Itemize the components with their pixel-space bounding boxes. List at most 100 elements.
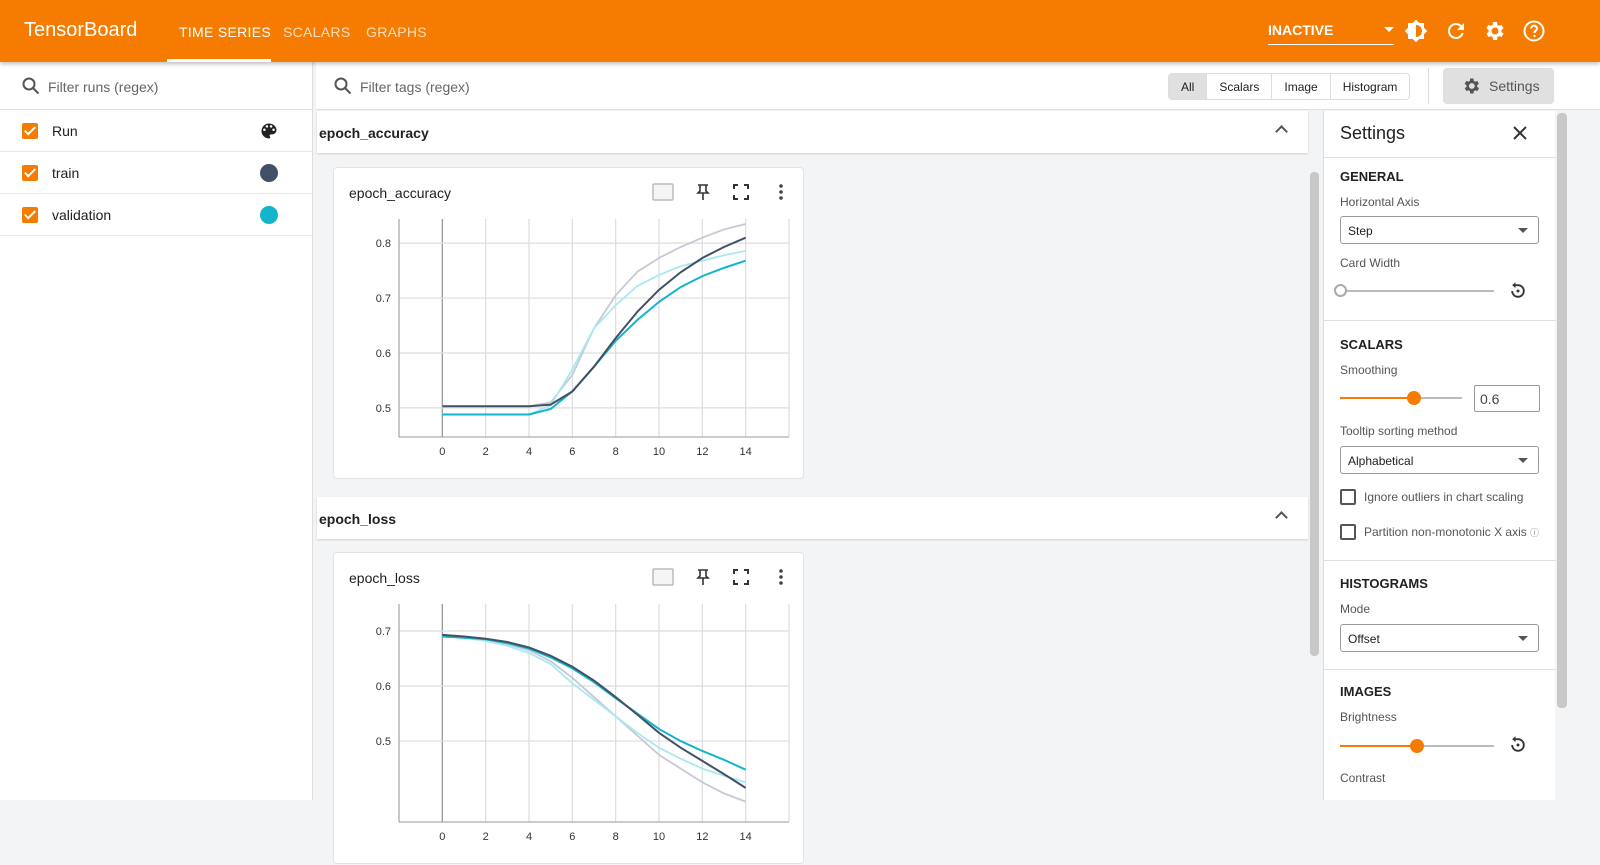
settings-gear-icon[interactable] bbox=[1482, 19, 1506, 43]
type-all-button[interactable]: All bbox=[1169, 74, 1208, 99]
run-color-swatch[interactable] bbox=[260, 206, 278, 224]
y-tick-label: 0.7 bbox=[376, 293, 391, 305]
run-column-label: Run bbox=[52, 123, 78, 139]
x-tick-label: 0 bbox=[439, 446, 445, 458]
reset-icon[interactable] bbox=[1508, 735, 1528, 755]
search-icon bbox=[22, 77, 40, 95]
y-tick-label: 0.5 bbox=[376, 736, 391, 748]
run-row-validation[interactable]: validation bbox=[0, 194, 312, 236]
y-tick-label: 0.6 bbox=[376, 681, 391, 693]
smoothing-thumb[interactable] bbox=[1407, 391, 1421, 405]
settings-toggle-button[interactable]: Settings bbox=[1443, 68, 1554, 104]
fullscreen-icon[interactable] bbox=[730, 182, 752, 202]
reload-icon[interactable] bbox=[1444, 19, 1468, 43]
plugin-select[interactable]: INACTIVE bbox=[1268, 22, 1394, 45]
help-icon[interactable] bbox=[1522, 19, 1546, 43]
settings-panel: Settings GENERAL Horizontal Axis Step Ca… bbox=[1323, 111, 1556, 800]
section-header-epoch-accuracy[interactable]: epoch_accuracy bbox=[317, 111, 1308, 153]
x-tick-label: 6 bbox=[569, 831, 575, 843]
pin-icon[interactable] bbox=[692, 182, 714, 202]
card-width-slider[interactable] bbox=[1340, 290, 1494, 292]
pin-icon[interactable] bbox=[692, 567, 714, 587]
smoothing-input[interactable]: 0.6 bbox=[1474, 385, 1540, 412]
smoothing-slider-fill bbox=[1340, 397, 1413, 399]
divider bbox=[1324, 157, 1556, 158]
y-tick-label: 0.8 bbox=[376, 238, 391, 250]
x-tick-label: 12 bbox=[696, 831, 708, 843]
runs-filter-input[interactable]: Filter runs (regex) bbox=[48, 79, 159, 95]
horizontal-axis-select[interactable]: Step bbox=[1340, 216, 1539, 244]
info-icon[interactable]: ⓘ bbox=[1530, 528, 1540, 538]
contrast-label: Contrast bbox=[1340, 771, 1386, 785]
histogram-mode-select[interactable]: Offset bbox=[1340, 624, 1539, 652]
x-tick-label: 0 bbox=[439, 831, 445, 843]
smoothing-label: Smoothing bbox=[1340, 363, 1398, 377]
divider bbox=[1428, 68, 1429, 104]
x-tick-label: 4 bbox=[526, 831, 532, 843]
main-scrollbar[interactable] bbox=[1310, 172, 1319, 656]
chart-card-epoch-loss: epoch_loss 0.5 0.6 0.7 0 2 4 6 8 10 12 14 bbox=[333, 552, 804, 864]
series-line-validation-raw bbox=[442, 249, 746, 416]
brightness-thumb[interactable] bbox=[1410, 739, 1424, 753]
tab-scalars[interactable]: SCALARS bbox=[283, 24, 351, 40]
ignore-outliers-checkbox[interactable] bbox=[1340, 489, 1356, 505]
tab-time-series[interactable]: TIME SERIES bbox=[179, 24, 271, 40]
run-row-train[interactable]: train bbox=[0, 152, 312, 194]
select-all-checkbox[interactable] bbox=[22, 123, 38, 139]
section-header-epoch-loss[interactable]: epoch_loss bbox=[317, 497, 1308, 539]
more-vert-icon[interactable] bbox=[770, 567, 792, 587]
x-tick-label: 8 bbox=[613, 831, 619, 843]
palette-icon[interactable] bbox=[259, 121, 279, 141]
card-title: epoch_accuracy bbox=[349, 185, 451, 201]
x-tick-label: 8 bbox=[613, 446, 619, 458]
brightness-slider-fill bbox=[1340, 745, 1417, 747]
reset-icon[interactable] bbox=[1508, 281, 1528, 301]
runs-sidebar: Filter runs (regex) Run train validation bbox=[0, 62, 313, 800]
images-section-title: IMAGES bbox=[1340, 684, 1392, 699]
series-line-train-smoothed bbox=[442, 236, 747, 408]
partition-checkbox[interactable] bbox=[1340, 524, 1356, 540]
series-line-validation-raw bbox=[442, 635, 746, 784]
type-histogram-button[interactable]: Histogram bbox=[1342, 80, 1398, 94]
card-width-thumb[interactable] bbox=[1334, 284, 1347, 297]
brightness-label: Brightness bbox=[1340, 710, 1397, 724]
main-toolbar: Filter tags (regex) All Scalars Image Hi… bbox=[316, 62, 1600, 110]
tooltip-sort-select[interactable]: Alphabetical bbox=[1340, 446, 1539, 474]
line-chart-epoch-loss[interactable]: 0.5 0.6 0.7 0 2 4 6 8 10 12 14 bbox=[334, 553, 805, 865]
fit-domain-icon[interactable] bbox=[652, 567, 674, 587]
theme-toggle-icon[interactable] bbox=[1404, 19, 1428, 43]
x-tick-label: 4 bbox=[526, 446, 532, 458]
histogram-mode-label: Mode bbox=[1340, 602, 1371, 616]
x-tick-label: 6 bbox=[569, 446, 575, 458]
run-checkbox[interactable] bbox=[22, 165, 38, 181]
fit-domain-icon[interactable] bbox=[652, 182, 674, 202]
x-tick-label: 10 bbox=[653, 831, 665, 843]
partition-label: Partition non-monotonic X axis bbox=[1364, 525, 1527, 539]
x-tick-label: 2 bbox=[483, 446, 489, 458]
tags-filter-input[interactable]: Filter tags (regex) bbox=[360, 79, 470, 95]
run-checkbox[interactable] bbox=[22, 207, 38, 223]
active-tab-indicator bbox=[167, 59, 271, 62]
general-section-title: GENERAL bbox=[1340, 169, 1404, 184]
more-vert-icon[interactable] bbox=[770, 182, 792, 202]
settings-scrollbar[interactable] bbox=[1557, 113, 1567, 708]
fullscreen-icon[interactable] bbox=[730, 567, 752, 587]
divider bbox=[1324, 669, 1556, 670]
chevron-up-icon[interactable] bbox=[1275, 511, 1288, 524]
settings-gear-icon bbox=[1464, 78, 1479, 94]
close-icon[interactable] bbox=[1512, 125, 1528, 141]
run-color-swatch[interactable] bbox=[260, 164, 278, 182]
chevron-up-icon[interactable] bbox=[1275, 125, 1288, 138]
line-chart-epoch-accuracy[interactable]: 0.5 0.6 0.7 0.8 0 2 4 6 8 10 12 14 bbox=[334, 168, 805, 480]
tab-graphs[interactable]: GRAPHS bbox=[366, 24, 427, 40]
run-label: train bbox=[52, 165, 80, 181]
type-scalars-button[interactable]: Scalars bbox=[1207, 74, 1273, 99]
type-image-button[interactable]: Image bbox=[1272, 74, 1331, 99]
section-title: epoch_accuracy bbox=[319, 125, 429, 141]
series-line-train-smoothed bbox=[442, 633, 747, 789]
runs-filter[interactable]: Filter runs (regex) bbox=[0, 62, 312, 110]
series-line-train-raw bbox=[442, 634, 746, 803]
caret-down-icon bbox=[1518, 636, 1528, 641]
horizontal-axis-label: Horizontal Axis bbox=[1340, 195, 1420, 209]
caret-down-icon bbox=[1518, 458, 1528, 463]
